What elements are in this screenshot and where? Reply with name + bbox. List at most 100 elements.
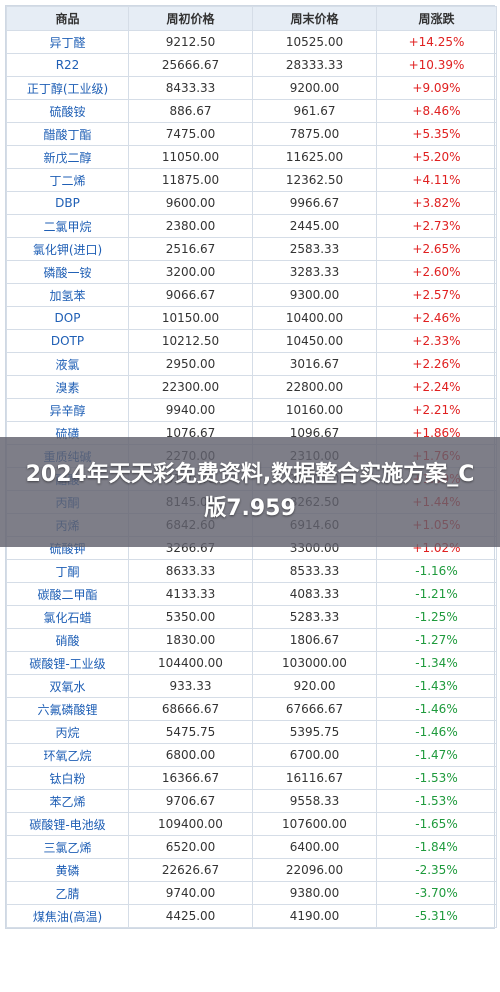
product-name-cell: DOTP (6, 329, 129, 353)
product-name-cell: 碳酸二甲酯 (6, 582, 129, 606)
table-row: 异辛醇 9940.00 10160.00 +2.21% (6, 398, 497, 422)
weekly-change-cell: -1.34% (376, 651, 497, 675)
table-row: 溴素 22300.00 22800.00 +2.24% (6, 375, 497, 399)
end-price-cell: 7875.00 (252, 122, 377, 146)
end-price-cell: 10400.00 (252, 306, 377, 330)
start-price-cell: 6800.00 (128, 743, 253, 767)
product-name-cell: 苯乙烯 (6, 789, 129, 813)
end-price-cell: 9558.33 (252, 789, 377, 813)
table-row: 钛白粉 16366.67 16116.67 -1.53% (6, 766, 497, 790)
table-row: 碳酸二甲酯 4133.33 4083.33 -1.21% (6, 582, 497, 606)
price-table: 商品 周初价格 周末价格 周涨跌 异丁醛 9212.50 10525.00 +14.2… (6, 6, 497, 928)
table-row: 煤焦油(高温) 4425.00 4190.00 -5.31% (6, 904, 497, 928)
weekly-change-cell: -1.16% (376, 559, 497, 583)
weekly-change-cell: +4.11% (376, 168, 497, 192)
product-name-cell: DOP (6, 306, 129, 330)
weekly-change-cell: -5.31% (376, 904, 497, 928)
end-price-cell: 28333.33 (252, 53, 377, 77)
weekly-change-cell: -2.35% (376, 858, 497, 882)
start-price-cell: 9600.00 (128, 191, 253, 215)
end-price-cell: 67666.67 (252, 697, 377, 721)
product-name-cell: 加氢苯 (6, 283, 129, 307)
weekly-change-cell: -1.53% (376, 766, 497, 790)
start-price-cell: 4133.33 (128, 582, 253, 606)
weekly-change-cell: +2.65% (376, 237, 497, 261)
table-row: 新戊二醇 11050.00 11625.00 +5.20% (6, 145, 497, 169)
table-row: 环氧乙烷 6800.00 6700.00 -1.47% (6, 743, 497, 767)
weekly-change-cell: -1.53% (376, 789, 497, 813)
table-row: 碳酸锂-电池级 109400.00 107600.00 -1.65% (6, 812, 497, 836)
header-weekly-change: 周涨跌 (376, 6, 497, 31)
product-name-cell: 双氧水 (6, 674, 129, 698)
start-price-cell: 9740.00 (128, 881, 253, 905)
header-product: 商品 (6, 6, 129, 31)
table-row: 丁二烯 11875.00 12362.50 +4.11% (6, 168, 497, 192)
weekly-change-cell: -1.21% (376, 582, 497, 606)
start-price-cell: 1830.00 (128, 628, 253, 652)
start-price-cell: 9066.67 (128, 283, 253, 307)
end-price-cell: 3283.33 (252, 260, 377, 284)
end-price-cell: 5395.75 (252, 720, 377, 744)
start-price-cell: 6520.00 (128, 835, 253, 859)
end-price-cell: 10525.00 (252, 30, 377, 54)
header-start-price: 周初价格 (128, 6, 253, 31)
weekly-change-cell: -1.46% (376, 720, 497, 744)
header-end-price: 周末价格 (252, 6, 377, 31)
start-price-cell: 8633.33 (128, 559, 253, 583)
weekly-change-cell: +10.39% (376, 53, 497, 77)
end-price-cell: 10160.00 (252, 398, 377, 422)
start-price-cell: 11050.00 (128, 145, 253, 169)
weekly-change-cell: +3.82% (376, 191, 497, 215)
end-price-cell: 103000.00 (252, 651, 377, 675)
start-price-cell: 4425.00 (128, 904, 253, 928)
start-price-cell: 10212.50 (128, 329, 253, 353)
end-price-cell: 8533.33 (252, 559, 377, 583)
start-price-cell: 886.67 (128, 99, 253, 123)
weekly-change-cell: +14.25% (376, 30, 497, 54)
table-row: 二氯甲烷 2380.00 2445.00 +2.73% (6, 214, 497, 238)
table-row: DOTP 10212.50 10450.00 +2.33% (6, 329, 497, 353)
end-price-cell: 4190.00 (252, 904, 377, 928)
product-name-cell: 丁二烯 (6, 168, 129, 192)
end-price-cell: 9300.00 (252, 283, 377, 307)
product-name-cell: 煤焦油(高温) (6, 904, 129, 928)
weekly-change-cell: +5.35% (376, 122, 497, 146)
weekly-change-cell: -1.46% (376, 697, 497, 721)
end-price-cell: 22800.00 (252, 375, 377, 399)
table-row: 三氯乙烯 6520.00 6400.00 -1.84% (6, 835, 497, 859)
weekly-change-cell: +2.60% (376, 260, 497, 284)
overlay-title: 2024年天天彩免费资料,数据整合实施方案_C版7.959 (25, 462, 475, 521)
table-row: 丁酮 8633.33 8533.33 -1.16% (6, 559, 497, 583)
weekly-change-cell: +5.20% (376, 145, 497, 169)
weekly-change-cell: +2.21% (376, 398, 497, 422)
table-header-row: 商品 周初价格 周末价格 周涨跌 (6, 6, 497, 31)
product-name-cell: 氯化钾(进口) (6, 237, 129, 261)
start-price-cell: 2950.00 (128, 352, 253, 376)
end-price-cell: 2445.00 (252, 214, 377, 238)
end-price-cell: 4083.33 (252, 582, 377, 606)
product-name-cell: 丙烷 (6, 720, 129, 744)
product-name-cell: 醋酸丁酯 (6, 122, 129, 146)
table-body: 异丁醛 9212.50 10525.00 +14.25% R22 25666.67 2833… (6, 30, 497, 928)
weekly-change-cell: +2.26% (376, 352, 497, 376)
table-row: 丙烷 5475.75 5395.75 -1.46% (6, 720, 497, 744)
price-table-container: 商品 周初价格 周末价格 周涨跌 异丁醛 9212.50 10525.00 +14.2… (5, 5, 497, 929)
table-row: R22 25666.67 28333.33 +10.39% (6, 53, 497, 77)
table-row: 加氢苯 9066.67 9300.00 +2.57% (6, 283, 497, 307)
start-price-cell: 11875.00 (128, 168, 253, 192)
product-name-cell: 钛白粉 (6, 766, 129, 790)
table-row: 苯乙烯 9706.67 9558.33 -1.53% (6, 789, 497, 813)
product-name-cell: R22 (6, 53, 129, 77)
product-name-cell: 新戊二醇 (6, 145, 129, 169)
end-price-cell: 107600.00 (252, 812, 377, 836)
weekly-change-cell: +2.33% (376, 329, 497, 353)
start-price-cell: 9212.50 (128, 30, 253, 54)
product-name-cell: 碳酸锂-电池级 (6, 812, 129, 836)
start-price-cell: 10150.00 (128, 306, 253, 330)
product-name-cell: 磷酸一铵 (6, 260, 129, 284)
weekly-change-cell: -1.65% (376, 812, 497, 836)
table-row: DBP 9600.00 9966.67 +3.82% (6, 191, 497, 215)
table-row: 氯化石蜡 5350.00 5283.33 -1.25% (6, 605, 497, 629)
end-price-cell: 2583.33 (252, 237, 377, 261)
product-name-cell: 乙腈 (6, 881, 129, 905)
